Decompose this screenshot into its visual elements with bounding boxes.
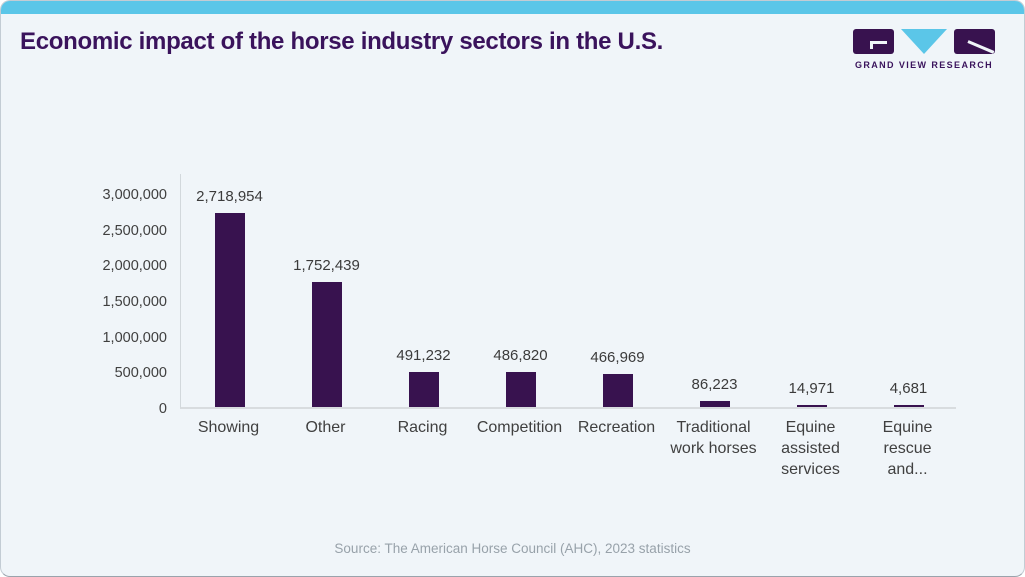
bar-value-label: 491,232: [396, 347, 451, 364]
logo-r-icon: [954, 29, 995, 54]
gvr-logo-marks: [853, 29, 995, 54]
y-axis-tick-label: 1,000,000: [102, 329, 167, 346]
x-axis-label: Competition: [476, 419, 563, 436]
x-axis-label: Equine assisted services: [781, 419, 840, 478]
plot-area: 2,718,954 1,752,439 491,232 486,820 466,969 8…: [180, 174, 956, 409]
y-axis-tick-label: 500,000: [114, 365, 167, 382]
x-axis-label: Showing: [197, 419, 260, 436]
source-caption: Source: The American Horse Council (AHC)…: [334, 541, 691, 556]
bar-value-label: 86,223: [691, 376, 738, 393]
brand-name: GRAND VIEW RESEARCH: [854, 60, 994, 70]
x-axis-label: Other: [305, 419, 346, 436]
y-axis-tick-label: 2,500,000: [102, 222, 167, 239]
x-axis-label: Equine rescue and...: [882, 419, 933, 478]
bar-value-label: 4,681: [889, 380, 928, 397]
bar-value-label: 2,718,954: [196, 188, 263, 205]
y-axis-tick-label: 1,500,000: [102, 294, 167, 310]
bar-competition: [505, 372, 536, 407]
bar-showing: [214, 213, 245, 407]
bar-value-label: 1,752,439: [293, 257, 360, 274]
logo-g-icon: [853, 29, 894, 54]
x-axis-label: Racing: [397, 419, 448, 436]
bar-value-label: 486,820: [493, 347, 548, 364]
bar-racing: [408, 372, 439, 407]
bar-value-label: 466,969: [590, 349, 645, 366]
logo-v-triangle-icon: [901, 29, 947, 54]
accent-bar: [1, 1, 1024, 14]
bar-equine-rescue-and: [893, 405, 924, 407]
x-axis-label: Recreation: [577, 419, 656, 436]
y-axis-tick-label: 0: [158, 401, 167, 417]
y-axis-tick-label: 3,000,000: [102, 187, 167, 203]
bar-value-label: 14,971: [788, 380, 835, 397]
x-axis-label: Traditional work horses: [670, 419, 757, 457]
bar-traditional-work-horses: [699, 401, 730, 407]
bar-recreation: [602, 374, 633, 407]
y-axis-tick-label: 2,000,000: [102, 258, 167, 275]
bar-equine-assisted-services: [796, 405, 827, 407]
gvr-logo: GRAND VIEW RESEARCH: [853, 29, 995, 70]
y-axis: 0 500,000 1,000,000 1,500,000 2,000,000 2,500…: [1, 174, 167, 417]
page-title: Economic impact of the horse industry se…: [20, 28, 664, 55]
bar-other: [311, 282, 342, 407]
